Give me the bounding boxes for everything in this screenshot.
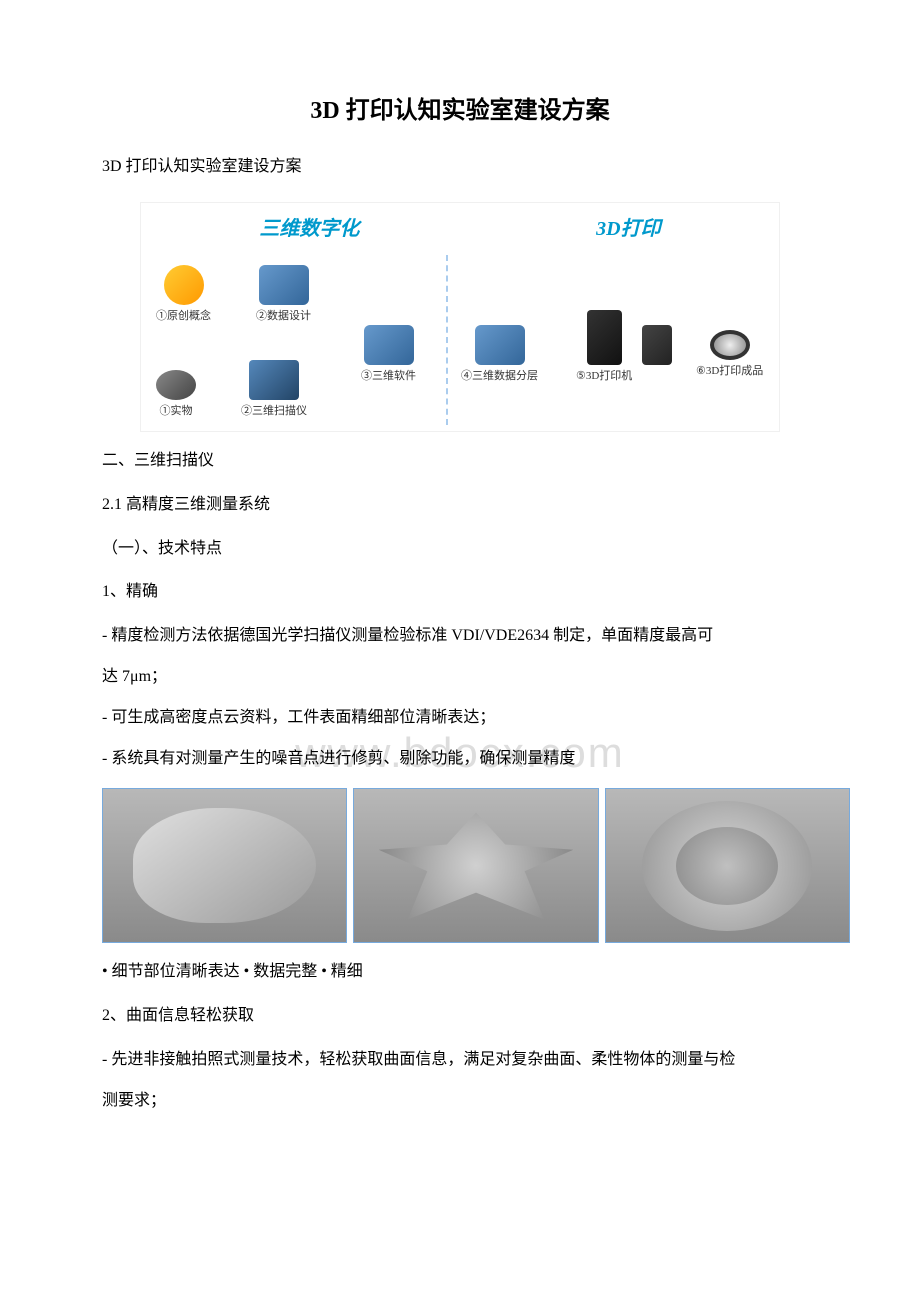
node-design: ②数据设计 [256,265,311,327]
scan-sample-mechanical [379,812,574,919]
paragraph-pointcloud: - 可生成高密度点云资料，工件表面精细部位清晰表达； [70,704,850,733]
computer-icon [475,325,525,365]
paragraph-standard: - 精度检测方法依据德国光学扫描仪测量检验标准 VDI/VDE2634 制定，单… [70,622,850,651]
node-label: ①原创概念 [156,307,211,327]
workflow-diagram: 三维数字化 3D打印 ①原创概念 ②数据设计 ③三维软件 [140,202,780,432]
section-features: （一）、技术特点 [70,535,850,564]
diagram-header: 三维数字化 3D打印 [141,203,779,255]
node-label: ⑥3D打印成品 [696,362,763,382]
paragraph-standard-cont: 达 7μm； [70,663,850,692]
section-scanner: 二、三维扫描仪 [70,447,850,476]
node-scanner: ②三维扫描仪 [241,360,307,422]
small-printer-icon [642,325,672,365]
document-subtitle: 3D 打印认知实验室建设方案 [70,153,850,182]
node-small-printer [639,325,674,367]
node-label: ⑤3D打印机 [576,367,632,387]
diagram-header-right: 3D打印 [596,211,660,247]
scan-sample-emblem [642,801,812,931]
node-label: ①实物 [156,402,196,422]
computer-icon [364,325,414,365]
node-layering: ④三维数据分层 [461,325,538,387]
section-precision: 1、精确 [70,578,850,607]
sample-image-1 [102,788,347,943]
product-icon [710,330,750,360]
document-title: 3D 打印认知实验室建设方案 [70,90,850,133]
scan-sample-shape [133,808,315,923]
node-software: ③三维软件 [361,325,416,387]
diagram-header-left: 三维数字化 [259,211,359,247]
node-label: ②数据设计 [256,307,311,327]
computer-icon [259,265,309,305]
node-object: ①实物 [156,370,196,422]
idea-icon [164,265,204,305]
node-product: ⑥3D打印成品 [696,330,763,382]
sample-image-2 [353,788,598,943]
section-system: 2.1 高精度三维测量系统 [70,491,850,520]
object-icon [156,370,196,400]
node-idea: ①原创概念 [156,265,211,327]
node-label: ③三维软件 [361,367,416,387]
node-printer: ⑤3D打印机 [576,310,632,387]
diagram-divider [446,255,448,425]
diagram-body: ①原创概念 ②数据设计 ③三维软件 ①实物 ②三维扫描仪 [141,255,779,435]
printer-icon [587,310,622,365]
node-label: ④三维数据分层 [461,367,538,387]
image-caption: • 细节部位清晰表达 • 数据完整 • 精细 [70,958,850,987]
paragraph-noise: - 系统具有对测量产生的噪音点进行修剪、剔除功能，确保测量精度 [70,745,850,774]
node-label: ②三维扫描仪 [241,402,307,422]
sample-images-row [102,788,850,943]
scanner-icon [249,360,299,400]
sample-image-3 [605,788,850,943]
paragraph-noncontact: - 先进非接触拍照式测量技术，轻松获取曲面信息，满足对复杂曲面、柔性物体的测量与… [70,1046,850,1075]
paragraph-noncontact-cont: 测要求； [70,1087,850,1116]
section-surface: 2、曲面信息轻松获取 [70,1002,850,1031]
